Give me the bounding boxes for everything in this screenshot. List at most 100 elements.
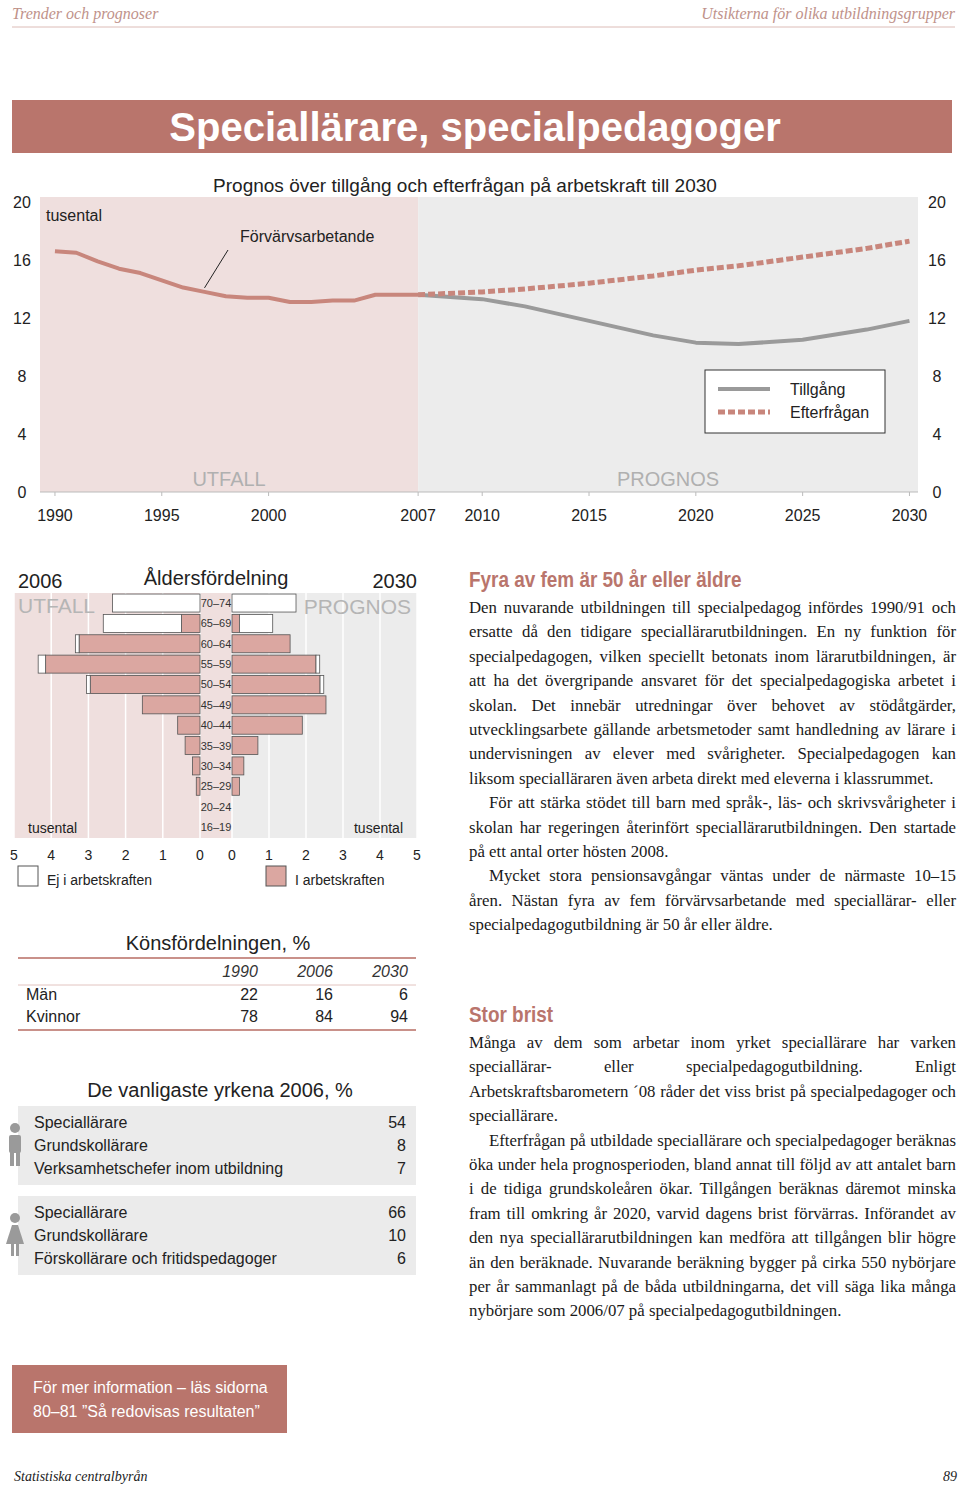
footer: Statistiska centralbyrån bbox=[14, 1469, 147, 1484]
series-line bbox=[418, 241, 909, 295]
cell: 84 bbox=[315, 1008, 333, 1025]
bar bbox=[232, 818, 233, 836]
tick bbox=[268, 492, 269, 496]
tick-label: 1995 bbox=[144, 507, 180, 524]
region bbox=[40, 197, 418, 492]
rule bbox=[18, 957, 416, 959]
tick bbox=[909, 492, 910, 496]
bar bbox=[257, 737, 258, 755]
tick-label: 2010 bbox=[464, 507, 500, 524]
bar bbox=[239, 777, 240, 795]
running-head: Utsikterna för olika utbildningsgrupper bbox=[701, 5, 956, 23]
icon bbox=[11, 1244, 14, 1256]
legend-label: Tillgång bbox=[790, 381, 845, 398]
age-pyramid: 001122334455Åldersfördelning20062030UTFA… bbox=[10, 567, 421, 888]
tick-label: 4 bbox=[933, 426, 942, 443]
column-header: 2030 bbox=[371, 963, 408, 980]
tick bbox=[589, 492, 590, 496]
category-label: 45–49 bbox=[201, 699, 232, 711]
bar bbox=[178, 716, 200, 734]
cell: 6 bbox=[399, 986, 408, 1003]
cell: 6 bbox=[397, 1250, 406, 1267]
cell: 10 bbox=[388, 1227, 406, 1244]
bar bbox=[185, 737, 200, 755]
annotation: Förvärvsarbetande bbox=[240, 228, 374, 245]
bar bbox=[232, 777, 239, 795]
row-label: Speciallärare bbox=[34, 1204, 127, 1221]
paragraph: Den nuvarande utbildningen till specialp… bbox=[469, 596, 956, 791]
bar bbox=[232, 594, 296, 612]
category-label: 35–39 bbox=[201, 740, 232, 752]
cell: 7 bbox=[397, 1160, 406, 1177]
paragraph: För att stärka stödet till barn med språ… bbox=[469, 791, 956, 864]
bar bbox=[90, 675, 200, 693]
category-label: 30–34 bbox=[201, 760, 232, 772]
tick-label: 5 bbox=[413, 847, 421, 863]
icon bbox=[16, 1244, 19, 1256]
cell: 8 bbox=[397, 1137, 406, 1154]
bar bbox=[113, 594, 200, 612]
category-label: 70–74 bbox=[201, 597, 232, 609]
rule bbox=[18, 1029, 416, 1031]
tick-label: 2020 bbox=[678, 507, 714, 524]
bar bbox=[232, 635, 290, 653]
tick-label: 3 bbox=[85, 847, 93, 863]
bar bbox=[200, 798, 201, 816]
grid-line bbox=[342, 593, 344, 838]
tick-label: 4 bbox=[18, 426, 27, 443]
bar bbox=[232, 716, 302, 734]
text-section: Stor bristMånga av dem som arbetar inom … bbox=[469, 1001, 956, 1324]
bar bbox=[142, 696, 200, 714]
axis-label: tusental bbox=[46, 207, 102, 224]
bar bbox=[232, 757, 244, 775]
icon bbox=[16, 1152, 20, 1166]
bar bbox=[232, 614, 239, 632]
category-label: 50–54 bbox=[201, 678, 232, 690]
tick-label: 0 bbox=[196, 847, 204, 863]
paragraph: Mycket stora pensionsavgångar väntas und… bbox=[469, 864, 956, 937]
tick-label: 8 bbox=[933, 368, 942, 385]
row-label: Förskollärare och fritidspedagoger bbox=[34, 1250, 277, 1267]
tick-label: 20 bbox=[928, 194, 946, 211]
legend-swatch bbox=[266, 866, 286, 886]
axis-label: tusental bbox=[28, 820, 77, 836]
chart-title: Prognos över tillgång och efterfrågan på… bbox=[213, 175, 717, 196]
tick-label: 16 bbox=[928, 252, 946, 269]
panel-label: PROGNOS bbox=[304, 595, 411, 618]
tick-label: 16 bbox=[13, 252, 31, 269]
group-box bbox=[18, 1106, 416, 1185]
bar bbox=[177, 716, 178, 734]
legend-label: Ej i arbetskraften bbox=[47, 872, 152, 888]
tick-label: 0 bbox=[228, 847, 236, 863]
tick-label: 2 bbox=[302, 847, 310, 863]
tick-label: 2 bbox=[122, 847, 130, 863]
bar bbox=[320, 675, 324, 693]
bar bbox=[193, 757, 200, 775]
text-section: Fyra av fem är 50 år eller äldreDen nuva… bbox=[469, 566, 956, 938]
grid-line bbox=[13, 593, 15, 838]
page-number: 89 bbox=[943, 1469, 957, 1484]
table-title: Könsfördelningen, % bbox=[126, 932, 311, 954]
cell: 54 bbox=[388, 1114, 406, 1131]
bar bbox=[302, 716, 303, 734]
row-label: Verksamhetschefer inom utbildning bbox=[34, 1160, 283, 1177]
bar bbox=[232, 798, 233, 816]
tick-label: 4 bbox=[47, 847, 55, 863]
tick-label: 0 bbox=[18, 484, 27, 501]
axis-line bbox=[40, 492, 918, 493]
line-chart: UTFALLPROGNOSPrognos över tillgång och e… bbox=[13, 175, 946, 524]
legend-swatch bbox=[718, 387, 770, 391]
paragraph: Många av dem som arbetar inom yrket spec… bbox=[469, 1031, 956, 1129]
tick bbox=[482, 492, 483, 496]
heading: Fyra av fem är 50 år eller äldre bbox=[469, 566, 888, 594]
bar bbox=[200, 818, 201, 836]
cell: 78 bbox=[240, 1008, 258, 1025]
bar bbox=[200, 818, 201, 836]
grid-line bbox=[379, 593, 381, 838]
panel-bg bbox=[14, 593, 232, 838]
tick-label: 4 bbox=[376, 847, 384, 863]
tick-label: 8 bbox=[18, 368, 27, 385]
chart-title: Åldersfördelning bbox=[144, 567, 289, 589]
rule bbox=[12, 27, 955, 28]
info-text: 80–81 ”Så redovisas resultaten” bbox=[33, 1403, 260, 1420]
